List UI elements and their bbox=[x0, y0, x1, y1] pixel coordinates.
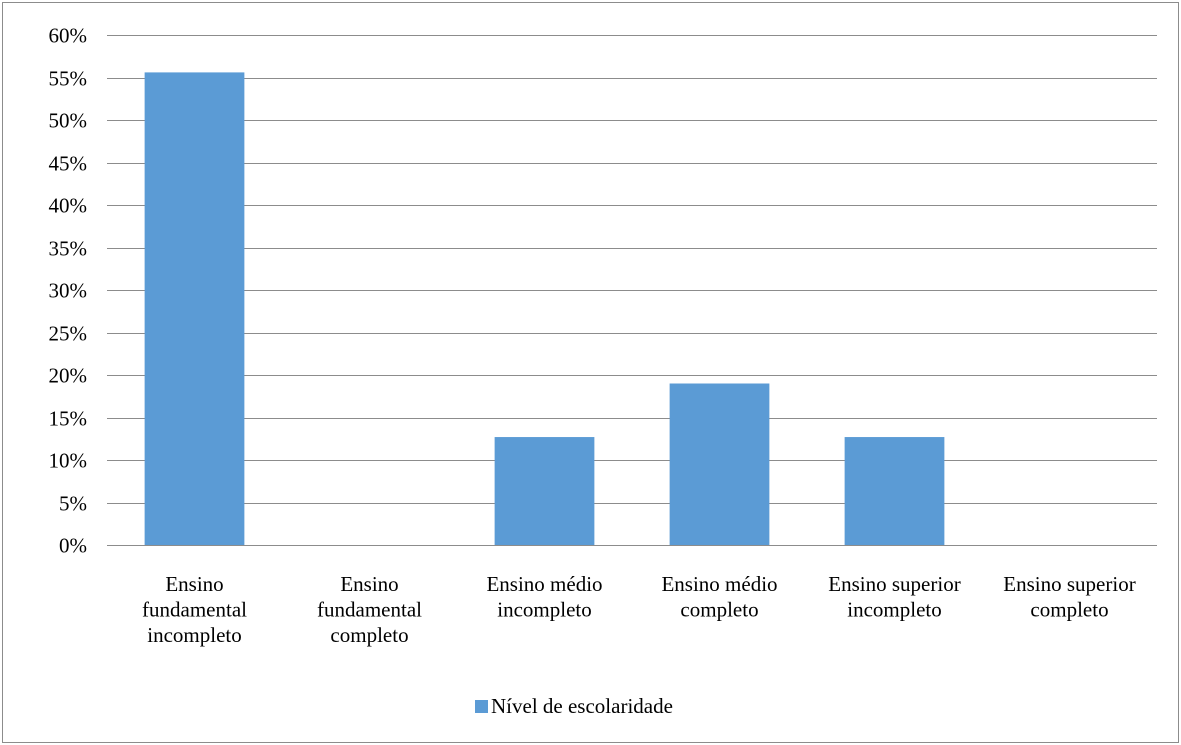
y-tick-label: 40% bbox=[49, 194, 88, 218]
y-tick-label: 55% bbox=[49, 67, 88, 91]
y-tick-label: 45% bbox=[49, 152, 88, 176]
bar bbox=[669, 383, 770, 545]
gridlines bbox=[107, 35, 1157, 504]
y-tick-label: 0% bbox=[59, 534, 87, 558]
y-axis-tick-labels: 0% 5% 10% 15% 20% 25% 30% 35% 40% 45% 50% 55% 60% bbox=[49, 24, 88, 558]
bar bbox=[494, 437, 595, 545]
x-tick-label: Ensino superior completo bbox=[1003, 572, 1135, 622]
bar-chart: 0% 5% 10% 15% 20% 25% 30% 35% 40% 45% 50% 55% 60% En… bbox=[49, 24, 1157, 718]
legend-label: Nível de escolaridade bbox=[491, 694, 673, 718]
y-tick-label: 25% bbox=[49, 322, 88, 346]
bars bbox=[144, 72, 945, 546]
x-tick-label: Ensino médio completo bbox=[661, 572, 777, 622]
y-tick-label: 30% bbox=[49, 279, 88, 303]
y-tick-label: 35% bbox=[49, 237, 88, 261]
legend-swatch bbox=[475, 700, 488, 713]
y-tick-label: 50% bbox=[49, 109, 88, 133]
x-tick-label: Ensino fundamental completo bbox=[317, 572, 422, 647]
y-tick-label: 60% bbox=[49, 24, 88, 48]
x-tick-label: Ensino superior incompleto bbox=[828, 572, 960, 622]
bar bbox=[844, 437, 945, 545]
y-tick-label: 15% bbox=[49, 407, 88, 431]
y-tick-label: 5% bbox=[59, 492, 87, 516]
x-axis-category-labels: Ensino fundamental incompleto Ensino fundame… bbox=[142, 572, 1136, 647]
y-tick-label: 10% bbox=[49, 449, 88, 473]
bar bbox=[144, 72, 245, 546]
y-tick-label: 20% bbox=[49, 364, 88, 388]
x-tick-label: Ensino fundamental incompleto bbox=[142, 572, 247, 647]
x-tick-label: Ensino médio incompleto bbox=[486, 572, 602, 622]
legend: Nível de escolaridade bbox=[475, 694, 673, 718]
